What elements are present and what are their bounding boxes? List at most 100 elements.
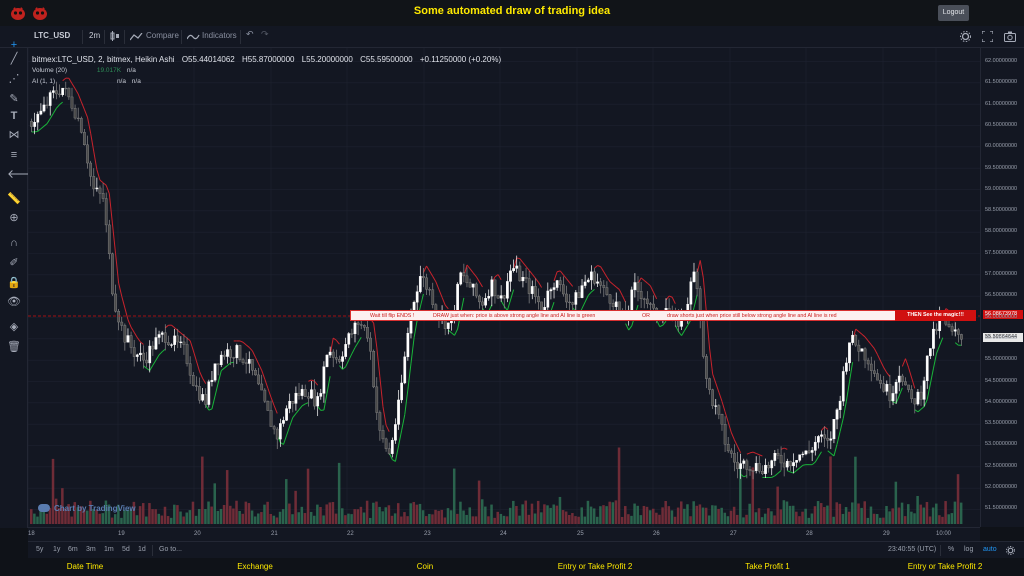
crosshair-icon[interactable]: +	[10, 39, 18, 51]
eye-icon[interactable]: 👁	[7, 296, 21, 308]
pattern-icon[interactable]: ⋈	[8, 129, 20, 141]
goto-button[interactable]: Go to...	[159, 546, 182, 553]
range-1m[interactable]: 1m	[104, 546, 114, 553]
volume-bar	[182, 516, 185, 524]
range-5d[interactable]: 5d	[122, 546, 130, 553]
clock-display[interactable]: 23:40:55 (UTC)	[888, 546, 937, 553]
volume-bar	[449, 510, 453, 524]
axis-settings-icon[interactable]	[1006, 546, 1015, 555]
ai-line-segment	[348, 353, 353, 361]
range-5y[interactable]: 5y	[36, 546, 44, 553]
candle-body	[792, 462, 795, 467]
undo-icon[interactable]: ↶	[246, 29, 254, 39]
price-axis[interactable]: 56.08673978 55.59664644 62.00000000 61.50…	[980, 48, 1024, 527]
volume-bar	[605, 506, 608, 524]
ai-line-segment	[737, 446, 742, 454]
trash-icon[interactable]: 🗑	[7, 341, 21, 353]
volume-bar	[319, 507, 322, 524]
ai-line-segment	[295, 409, 300, 414]
chart-style-icon[interactable]	[110, 31, 120, 42]
ai-line-segment	[314, 380, 319, 386]
volume-bar	[592, 508, 596, 524]
redo-icon[interactable]: ↷	[261, 29, 269, 39]
camera-icon[interactable]	[1004, 31, 1016, 42]
volume-bar	[564, 511, 568, 524]
auto-toggle[interactable]: auto	[983, 546, 997, 553]
ai-line-segment	[177, 329, 182, 334]
ai-line-segment	[699, 260, 704, 278]
brush-icon[interactable]: ✎	[9, 93, 19, 105]
candle-body	[537, 296, 540, 303]
stay-drawing-icon[interactable]: ✐	[9, 257, 19, 269]
prediction-icon[interactable]: ≡	[10, 149, 18, 161]
range-1y[interactable]: 1y	[53, 546, 61, 553]
settings-icon[interactable]	[960, 31, 971, 42]
ai-line-segment	[665, 295, 670, 301]
lock-icon[interactable]: 🔒	[7, 277, 21, 289]
volume-bar	[484, 506, 487, 524]
ai-line-segment	[230, 361, 234, 364]
volume-bar	[194, 515, 198, 524]
log-toggle[interactable]: log	[964, 546, 974, 553]
volume-bar	[291, 514, 294, 524]
open-value: O55.44014062	[181, 55, 235, 64]
range-6m[interactable]: 6m	[68, 546, 78, 553]
candle-body	[593, 271, 596, 284]
chart-pane[interactable]: bitmex:LTC_USD, 2, bitmex, Heikin Ashi O…	[28, 48, 980, 527]
ai-line-segment	[180, 332, 185, 336]
layers-icon[interactable]: ◈	[9, 321, 19, 333]
candle-body	[904, 381, 907, 386]
zoom-in-icon[interactable]: ⊕	[9, 212, 19, 224]
volume-bar	[596, 516, 599, 524]
ai-line-segment	[404, 389, 409, 415]
volume-bar	[543, 504, 546, 524]
candle-body	[953, 329, 957, 332]
compare-button[interactable]: Compare	[146, 31, 179, 40]
price-chart[interactable]	[28, 48, 980, 527]
symbol-selector[interactable]: LTC_USD	[34, 31, 71, 40]
ai-line-segment	[382, 406, 387, 426]
ai-line-segment	[883, 367, 888, 373]
pitchfork-icon[interactable]: ⋰	[8, 73, 20, 85]
ruler-icon[interactable]: 📏	[7, 193, 21, 205]
ai-label[interactable]: AI (1, 1)	[32, 78, 56, 85]
annotation-banner[interactable]: Wait till flip ENDS ! DRAW just when: pr…	[350, 310, 976, 321]
percent-toggle[interactable]: %	[948, 546, 955, 553]
volume-bar	[857, 503, 860, 524]
candle-body	[316, 396, 320, 407]
ai-line-segment	[506, 299, 511, 311]
candle-body	[73, 108, 77, 119]
footer-col-tp1: Take Profit 1	[745, 562, 790, 571]
ai-line-segment	[693, 294, 698, 308]
time-axis[interactable]: 18 19 20 21 22 23 24 25 26 27 28 29 10:00	[28, 527, 980, 541]
interval-selector[interactable]: 2m	[89, 31, 101, 40]
ai-line-segment	[646, 282, 651, 287]
candle-body	[798, 454, 802, 461]
text-tool-icon[interactable]: T	[10, 110, 18, 122]
volume-bar	[334, 513, 338, 524]
ai-line-segment	[587, 291, 592, 296]
volume-bar	[919, 504, 922, 524]
ai-line-segment	[255, 357, 260, 365]
range-3m[interactable]: 3m	[86, 546, 96, 553]
footer-columns: Date Time Exchange Coin Entry or Take Pr…	[0, 558, 1024, 576]
volume-bar	[176, 505, 179, 524]
tradingview-watermark[interactable]: Chart by TradingView	[38, 504, 136, 513]
trendline-icon[interactable]: ╱	[10, 53, 18, 65]
volume-bar	[611, 502, 615, 524]
symbol-legend[interactable]: bitmex:LTC_USD, 2, bitmex, Heikin Ashi	[32, 55, 175, 64]
fullscreen-icon[interactable]	[982, 31, 993, 42]
volume-bar	[390, 515, 394, 524]
high-value: H55.87000000	[241, 55, 295, 64]
volume-label[interactable]: Volume (20)	[32, 67, 68, 74]
volume-bar	[440, 509, 444, 524]
range-1d[interactable]: 1d	[138, 546, 146, 553]
ai-line-segment	[52, 107, 57, 114]
logout-button[interactable]: Logout	[938, 5, 969, 21]
ai-line-segment	[827, 450, 832, 454]
ohlc-legend: bitmex:LTC_USD, 2, bitmex, Heikin Ashi O…	[32, 55, 506, 64]
back-arrow-icon[interactable]: 🡐	[7, 167, 40, 181]
indicators-button[interactable]: Indicators	[202, 31, 237, 40]
app-header: Some automated draw of trading idea Logo…	[0, 0, 1024, 26]
magnet-icon[interactable]: ∩	[10, 237, 18, 249]
